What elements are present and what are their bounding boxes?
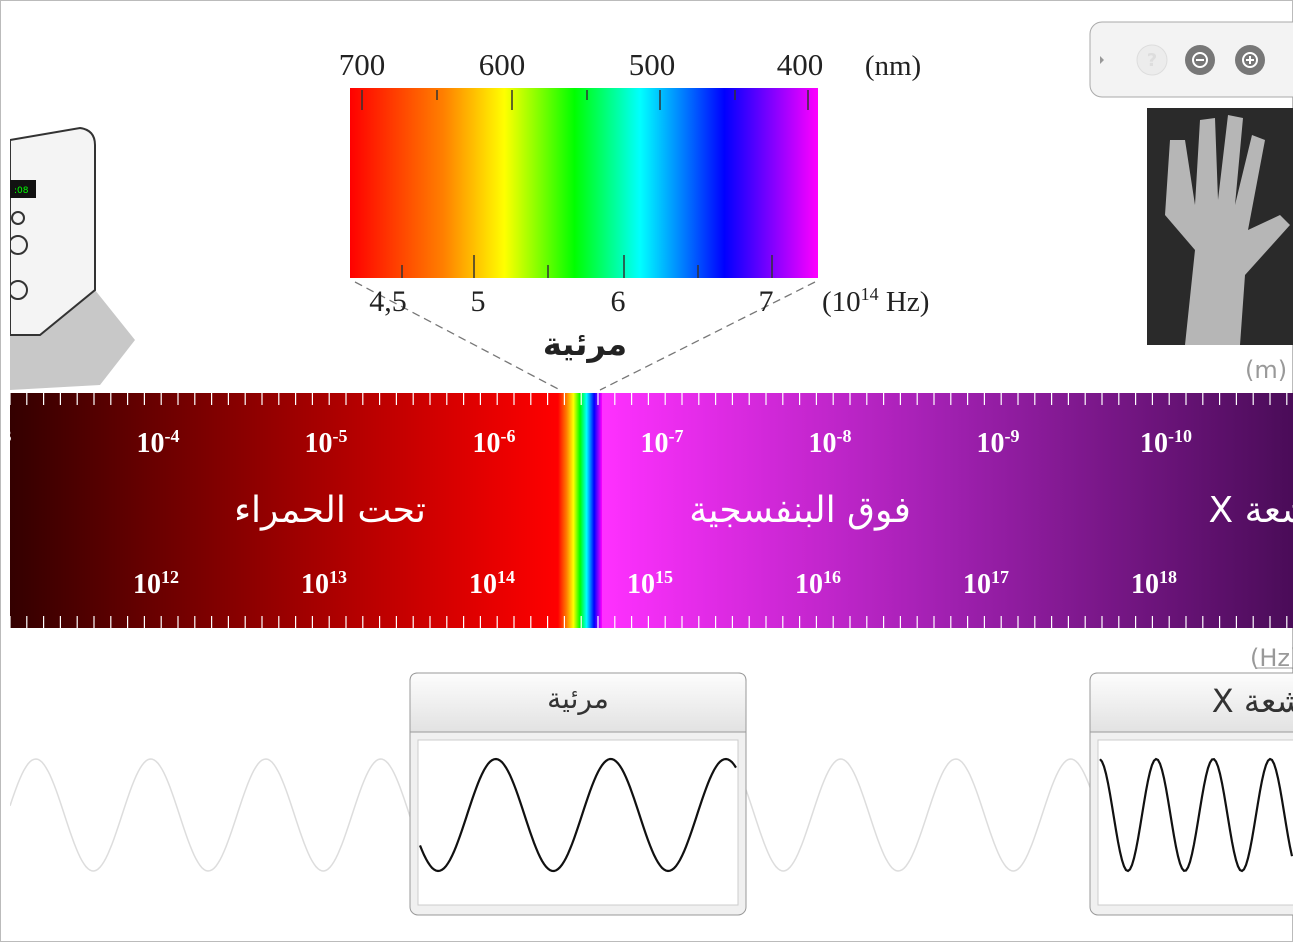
frequency-label-exponent: 15 <box>655 567 673 587</box>
svg-text:?: ? <box>1147 50 1157 71</box>
region-label: تحت الحمراء <box>234 490 426 531</box>
frequency-label: 7 <box>759 285 774 318</box>
wavelength-label-base: 10 <box>1140 428 1168 459</box>
wavelength-label-exponent: -9 <box>1005 426 1020 446</box>
wavelength-label-base: 10 <box>305 428 333 459</box>
visible-spectrum <box>350 88 818 278</box>
wavelength-label-exponent: -8 <box>837 426 852 446</box>
wavelength-label-exponent: -4 <box>165 426 180 446</box>
frequency-label: 6 <box>611 285 626 318</box>
wavelength-label-base: 10 <box>641 428 669 459</box>
frequency-label-exponent: 12 <box>161 567 179 587</box>
unit-prefix: (10 <box>822 286 861 318</box>
region-label: فوق البنفسجية <box>689 490 911 531</box>
wavelength-label-exponent: -5 <box>333 426 348 446</box>
wavelength-label-exponent: -10 <box>1168 426 1192 446</box>
frequency-label-exponent: 13 <box>329 567 347 587</box>
page: :08 ? 700600500400(nm)4,5567(1014 Hz)مرئ… <box>0 0 1293 942</box>
frequency-label-base: 10 <box>133 569 161 600</box>
frequency-label-exponent: 17 <box>991 567 1009 587</box>
frequency-label-base: 10 <box>469 569 497 600</box>
frequency-label-base: 10 <box>301 569 329 600</box>
wavelength-title: طول الموجة (m) <box>1245 356 1293 384</box>
wavelength-unit: (nm) <box>865 50 921 82</box>
visible-label: مرئية <box>543 325 627 363</box>
card-title: مرئية <box>547 682 609 715</box>
frequency-label-base: 10 <box>1131 569 1159 600</box>
unit-exponent: 14 <box>861 284 879 304</box>
frequency-label-exponent: 14 <box>497 567 515 587</box>
frequency-label-exponent: 16 <box>823 567 841 587</box>
visible-band <box>558 393 602 628</box>
screen: :08 ? 700600500400(nm)4,5567(1014 Hz)مرئ… <box>0 0 1293 942</box>
wavelength-label-exponent: -6 <box>501 426 516 446</box>
card-title: أشعة X <box>1212 680 1293 720</box>
wavelength-label-base: 10 <box>137 428 165 459</box>
unit-suffix: Hz) <box>879 286 930 318</box>
wavelength-label-base: 10 <box>809 428 837 459</box>
frequency-label: 5 <box>471 285 486 318</box>
wavelength-nm-label: 400 <box>777 47 824 82</box>
region-label: أشعة X <box>1209 486 1293 531</box>
frequency-label-base: 10 <box>627 569 655 600</box>
wavelength-nm-label: 600 <box>479 47 526 82</box>
frequency-label-base: 10 <box>795 569 823 600</box>
xray-image <box>1147 108 1293 345</box>
frequency-label: 4,5 <box>369 285 407 318</box>
wavelength-label-base: 10 <box>473 428 501 459</box>
frequency-title: التردد (Hz) <box>1250 644 1293 672</box>
wavelength-nm-label: 500 <box>629 47 676 82</box>
wavelength-label-exponent: -7 <box>669 426 684 446</box>
wavelength-nm-label: 700 <box>339 47 386 82</box>
zoom-toolbar: ? <box>1090 22 1293 97</box>
svg-text::08: :08 <box>14 186 29 196</box>
wavelength-label-base: 10 <box>977 428 1005 459</box>
frequency-label-exponent: 18 <box>1159 567 1177 587</box>
frequency-label-base: 10 <box>963 569 991 600</box>
